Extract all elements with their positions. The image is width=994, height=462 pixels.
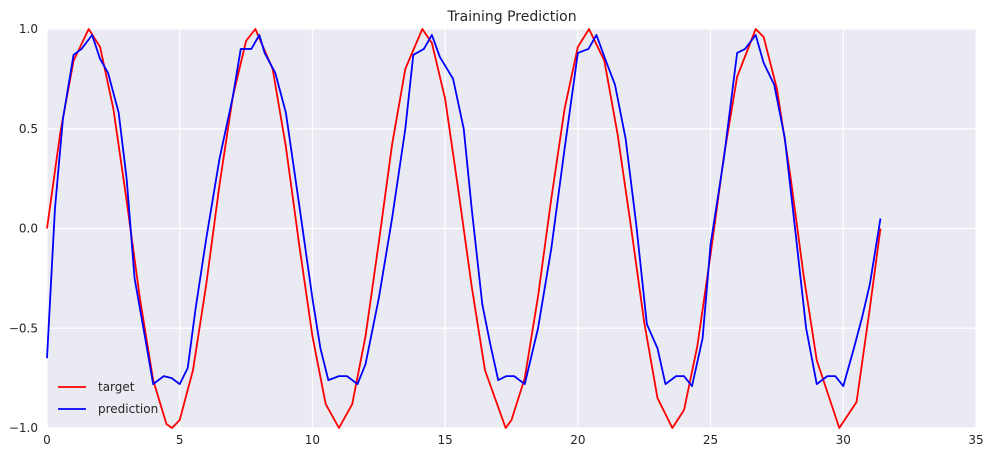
x-tick-label: 0 bbox=[43, 433, 51, 447]
legend-label-prediction: prediction bbox=[98, 402, 158, 416]
series-line-target bbox=[46, 28, 882, 429]
x-tick-label: 30 bbox=[836, 433, 851, 447]
y-tick-label: 1.0 bbox=[19, 22, 38, 36]
x-tick-label: 35 bbox=[968, 433, 983, 447]
y-tick-label: 0.5 bbox=[19, 122, 38, 136]
legend-label-target: target bbox=[98, 380, 135, 394]
grid bbox=[46, 28, 977, 429]
chart-title: Training Prediction bbox=[446, 9, 576, 25]
x-tick-label: 25 bbox=[703, 433, 718, 447]
y-tick-label: −0.5 bbox=[9, 321, 38, 335]
x-tick-label: 20 bbox=[570, 433, 585, 447]
y-tick-label: −1.0 bbox=[9, 421, 38, 435]
tick-labels: 0 5 10 15 20 25 30 35 −1.0 −0.5 0.0 0.5 1.0 bbox=[9, 22, 984, 447]
x-tick-label: 5 bbox=[176, 433, 184, 447]
x-tick-label: 10 bbox=[305, 433, 320, 447]
x-tick-label: 15 bbox=[438, 433, 453, 447]
series-line-prediction bbox=[46, 34, 882, 388]
y-tick-label: 0.0 bbox=[19, 222, 38, 236]
legend: target prediction bbox=[58, 380, 158, 416]
series-layer bbox=[46, 28, 882, 429]
